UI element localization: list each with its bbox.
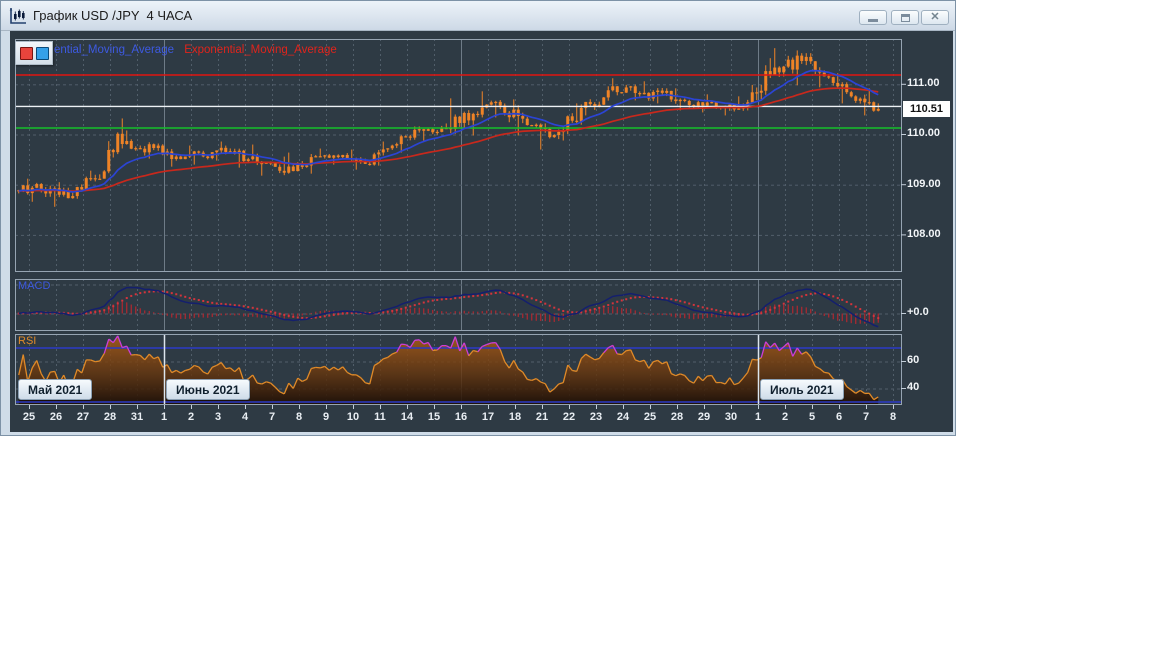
month-button-june[interactable]: Июнь 2021 xyxy=(166,379,250,400)
x-axis-label: 28 xyxy=(670,411,684,423)
legend: ential_Moving_Average Exponential_Moving… xyxy=(54,44,337,56)
x-axis-label: 11 xyxy=(374,411,386,423)
month-button-july[interactable]: Июль 2021 xyxy=(760,379,844,400)
x-axis-label: 22 xyxy=(562,411,576,423)
macd-label: MACD xyxy=(18,280,51,292)
month-button-may[interactable]: Май 2021 xyxy=(18,379,93,400)
x-axis-label: 5 xyxy=(808,411,816,423)
x-axis-label: 18 xyxy=(508,411,522,423)
x-axis-label: 29 xyxy=(697,411,711,423)
price-axis-label: 108.00 xyxy=(907,228,941,240)
x-axis-label: 26 xyxy=(49,411,63,423)
chart-area: ential_Moving_Average Exponential_Moving… xyxy=(10,31,953,432)
x-axis-label: 23 xyxy=(589,411,603,423)
x-axis-label: 3 xyxy=(214,411,222,423)
rsi-tick-40: 40 xyxy=(907,381,920,393)
x-axis-label: 31 xyxy=(130,411,144,423)
x-axis-label: 27 xyxy=(76,411,90,423)
x-axis-label: 9 xyxy=(322,411,330,423)
x-axis-label: 10 xyxy=(346,411,360,423)
x-axis-label: 1 xyxy=(160,411,168,423)
x-axis-label: 15 xyxy=(427,411,441,423)
window-title: График USD /JPY 4 ЧАСА xyxy=(33,8,193,23)
maximize-button[interactable] xyxy=(891,10,919,25)
x-axis-label: 25 xyxy=(22,411,36,423)
price-axis-label: 109.00 xyxy=(907,178,941,190)
candlestick-chart-icon xyxy=(9,8,26,24)
x-axis-label: 7 xyxy=(268,411,276,423)
x-axis-label: 2 xyxy=(187,411,195,423)
x-axis-label: 30 xyxy=(724,411,738,423)
x-axis-label: 17 xyxy=(481,411,495,423)
current-price-badge: 110.51 xyxy=(903,101,950,117)
x-axis-label: 21 xyxy=(535,411,549,423)
x-axis-label: 24 xyxy=(616,411,630,423)
price-axis-label: 111.00 xyxy=(907,77,940,89)
chart-window: График USD /JPY 4 ЧАСА ✕ ential_Moving_A… xyxy=(0,0,956,436)
x-axis-label: 25 xyxy=(643,411,657,423)
x-axis-label: 7 xyxy=(862,411,870,423)
macd-axis-label: +0.0 xyxy=(907,306,929,318)
x-axis-label: 8 xyxy=(295,411,303,423)
x-axis: 25 26 27 28 31 1 2 3 4 7 8 9 10 11 14 15 16 17 18 21 22 23 24 2… xyxy=(10,411,953,429)
rsi-label: RSI xyxy=(18,335,37,347)
x-axis-label: 1 xyxy=(754,411,762,423)
minimize-icon xyxy=(868,18,878,22)
x-axis-label: 4 xyxy=(241,411,249,423)
legend-toolbar xyxy=(15,41,53,65)
x-axis-label: 8 xyxy=(889,411,897,423)
close-button[interactable]: ✕ xyxy=(921,10,949,25)
legend-blue-swatch[interactable] xyxy=(35,46,49,60)
title-bar[interactable]: График USD /JPY 4 ЧАСА ✕ xyxy=(1,1,955,31)
close-icon: ✕ xyxy=(930,11,940,23)
ema-slow-legend-label: Exponential_Moving_Average xyxy=(184,44,337,56)
x-axis-label: 6 xyxy=(835,411,843,423)
minimize-button[interactable] xyxy=(859,10,887,25)
chart-canvas[interactable] xyxy=(10,31,953,432)
maximize-icon xyxy=(900,13,910,22)
x-axis-label: 16 xyxy=(454,411,468,423)
price-axis-label: 110.00 xyxy=(907,127,941,139)
ema-fast-legend-label: ential_Moving_Average xyxy=(54,44,174,56)
rsi-tick-60: 60 xyxy=(907,354,920,366)
legend-red-swatch[interactable] xyxy=(19,46,33,60)
x-axis-label: 14 xyxy=(400,411,414,423)
x-axis-label: 2 xyxy=(781,411,789,423)
x-axis-label: 28 xyxy=(103,411,117,423)
